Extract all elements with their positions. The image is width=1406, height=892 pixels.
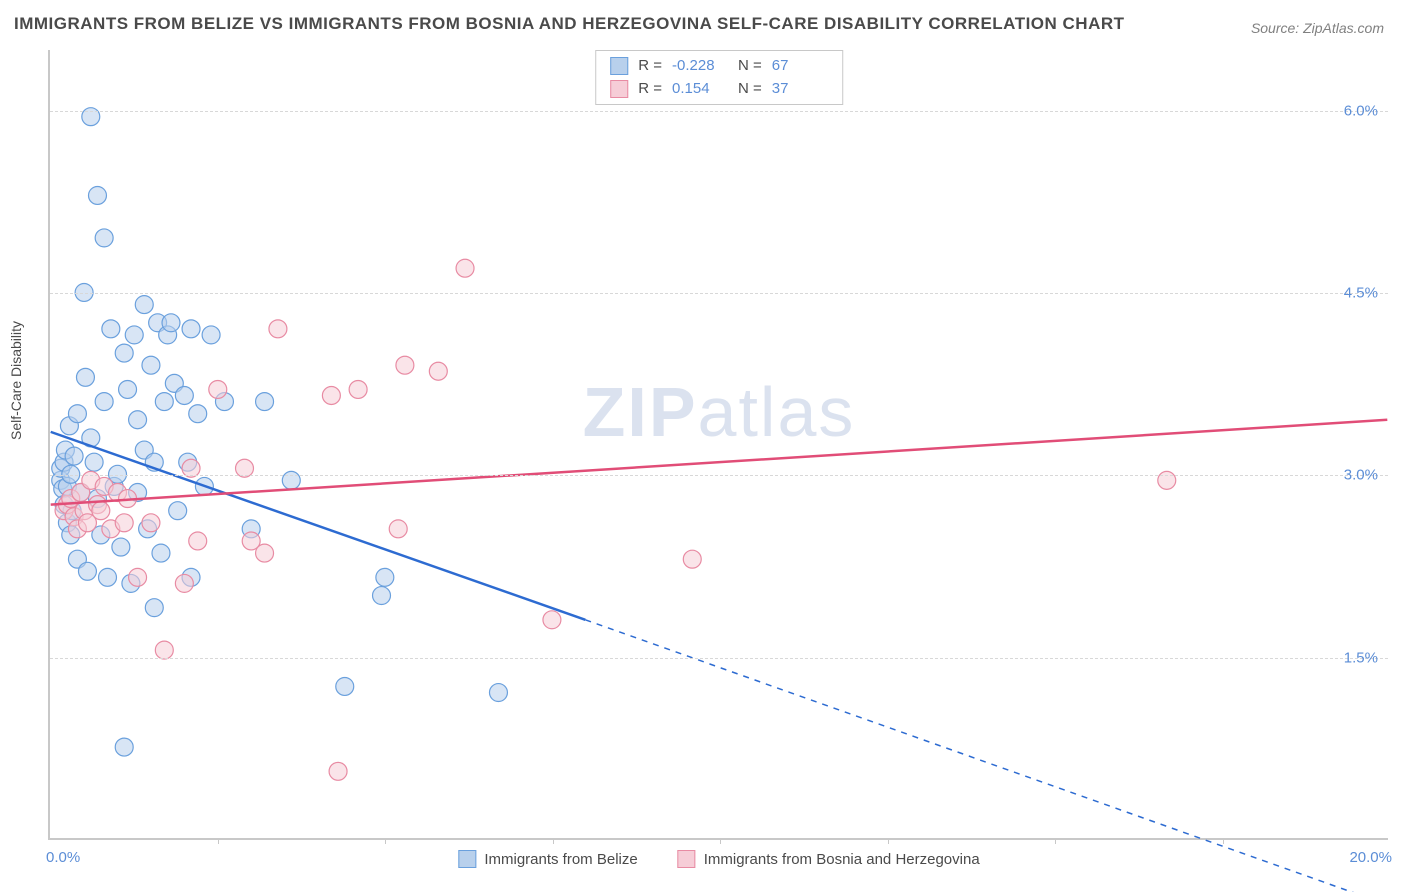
scatter-point [336, 677, 354, 695]
scatter-point [152, 544, 170, 562]
legend: Immigrants from Belize Immigrants from B… [458, 850, 979, 868]
scatter-point [62, 465, 80, 483]
scatter-point [142, 356, 160, 374]
x-tick-mark [385, 838, 386, 844]
scatter-point [175, 387, 193, 405]
x-tick-mark [888, 838, 889, 844]
scatter-point [95, 229, 113, 247]
legend-label: Immigrants from Bosnia and Herzegovina [704, 851, 980, 868]
gridline [50, 658, 1388, 659]
scatter-point [95, 393, 113, 411]
scatter-point [142, 514, 160, 532]
scatter-point [78, 562, 96, 580]
x-axis-max-label: 20.0% [1349, 849, 1392, 866]
scatter-point [162, 314, 180, 332]
legend-swatch [678, 850, 696, 868]
stat-r-value: 0.154 [672, 78, 728, 101]
scatter-point [125, 326, 143, 344]
scatter-point [329, 762, 347, 780]
stat-n-label: N = [738, 55, 762, 78]
plot-area: ZIPatlas R = -0.228 N = 67 R = 0.154 N =… [48, 50, 1388, 840]
scatter-point [102, 320, 120, 338]
scatter-point [189, 405, 207, 423]
scatter-point [175, 574, 193, 592]
stat-r-label: R = [638, 55, 662, 78]
legend-label: Immigrants from Belize [484, 851, 637, 868]
x-tick-mark [1223, 838, 1224, 844]
scatter-point [129, 568, 147, 586]
legend-item: Immigrants from Bosnia and Herzegovina [678, 850, 980, 868]
x-tick-mark [218, 838, 219, 844]
scatter-point [129, 411, 147, 429]
x-tick-mark [553, 838, 554, 844]
legend-swatch [458, 850, 476, 868]
stat-r-value: -0.228 [672, 55, 728, 78]
scatter-point [282, 471, 300, 489]
scatter-point [99, 568, 117, 586]
stat-n-value: 37 [772, 78, 828, 101]
gridline [50, 111, 1388, 112]
scatter-point [396, 356, 414, 374]
scatter-point [1158, 471, 1176, 489]
scatter-point [389, 520, 407, 538]
scatter-point [112, 538, 130, 556]
y-tick-label: 4.5% [1344, 285, 1378, 302]
scatter-point [115, 514, 133, 532]
scatter-point [115, 738, 133, 756]
stat-n-value: 67 [772, 55, 828, 78]
y-axis-label: Self-Care Disability [8, 321, 24, 440]
stats-box: R = -0.228 N = 67 R = 0.154 N = 37 [595, 50, 843, 105]
chart-title: IMMIGRANTS FROM BELIZE VS IMMIGRANTS FRO… [14, 14, 1125, 34]
scatter-point [155, 393, 173, 411]
scatter-point [373, 587, 391, 605]
scatter-point [269, 320, 287, 338]
scatter-point [256, 544, 274, 562]
scatter-point [169, 502, 187, 520]
stats-row: R = -0.228 N = 67 [610, 55, 828, 78]
scatter-point [489, 684, 507, 702]
gridline [50, 475, 1388, 476]
scatter-point [85, 453, 103, 471]
legend-swatch [610, 57, 628, 75]
scatter-point [209, 380, 227, 398]
scatter-point [115, 344, 133, 362]
scatter-point [376, 568, 394, 586]
scatter-point [145, 599, 163, 617]
scatter-point [65, 447, 83, 465]
chart-svg [50, 50, 1388, 838]
scatter-point [135, 296, 153, 314]
y-tick-label: 3.0% [1344, 467, 1378, 484]
gridline [50, 293, 1388, 294]
scatter-point [683, 550, 701, 568]
chart-container: IMMIGRANTS FROM BELIZE VS IMMIGRANTS FRO… [0, 0, 1406, 892]
scatter-point [322, 387, 340, 405]
stat-r-label: R = [638, 78, 662, 101]
y-tick-label: 6.0% [1344, 102, 1378, 119]
scatter-point [189, 532, 207, 550]
scatter-point [89, 186, 107, 204]
legend-item: Immigrants from Belize [458, 850, 637, 868]
scatter-point [429, 362, 447, 380]
scatter-point [256, 393, 274, 411]
x-tick-mark [1055, 838, 1056, 844]
scatter-point [456, 259, 474, 277]
y-tick-label: 1.5% [1344, 649, 1378, 666]
scatter-point [119, 380, 137, 398]
x-axis-min-label: 0.0% [46, 849, 80, 866]
scatter-point [76, 368, 94, 386]
scatter-point [182, 320, 200, 338]
scatter-point [543, 611, 561, 629]
stat-n-label: N = [738, 78, 762, 101]
scatter-point [202, 326, 220, 344]
scatter-point [155, 641, 173, 659]
source-label: Source: ZipAtlas.com [1251, 20, 1384, 36]
scatter-point [349, 380, 367, 398]
x-tick-mark [720, 838, 721, 844]
scatter-point [68, 405, 86, 423]
stats-row: R = 0.154 N = 37 [610, 78, 828, 101]
legend-swatch [610, 80, 628, 98]
scatter-point [92, 502, 110, 520]
